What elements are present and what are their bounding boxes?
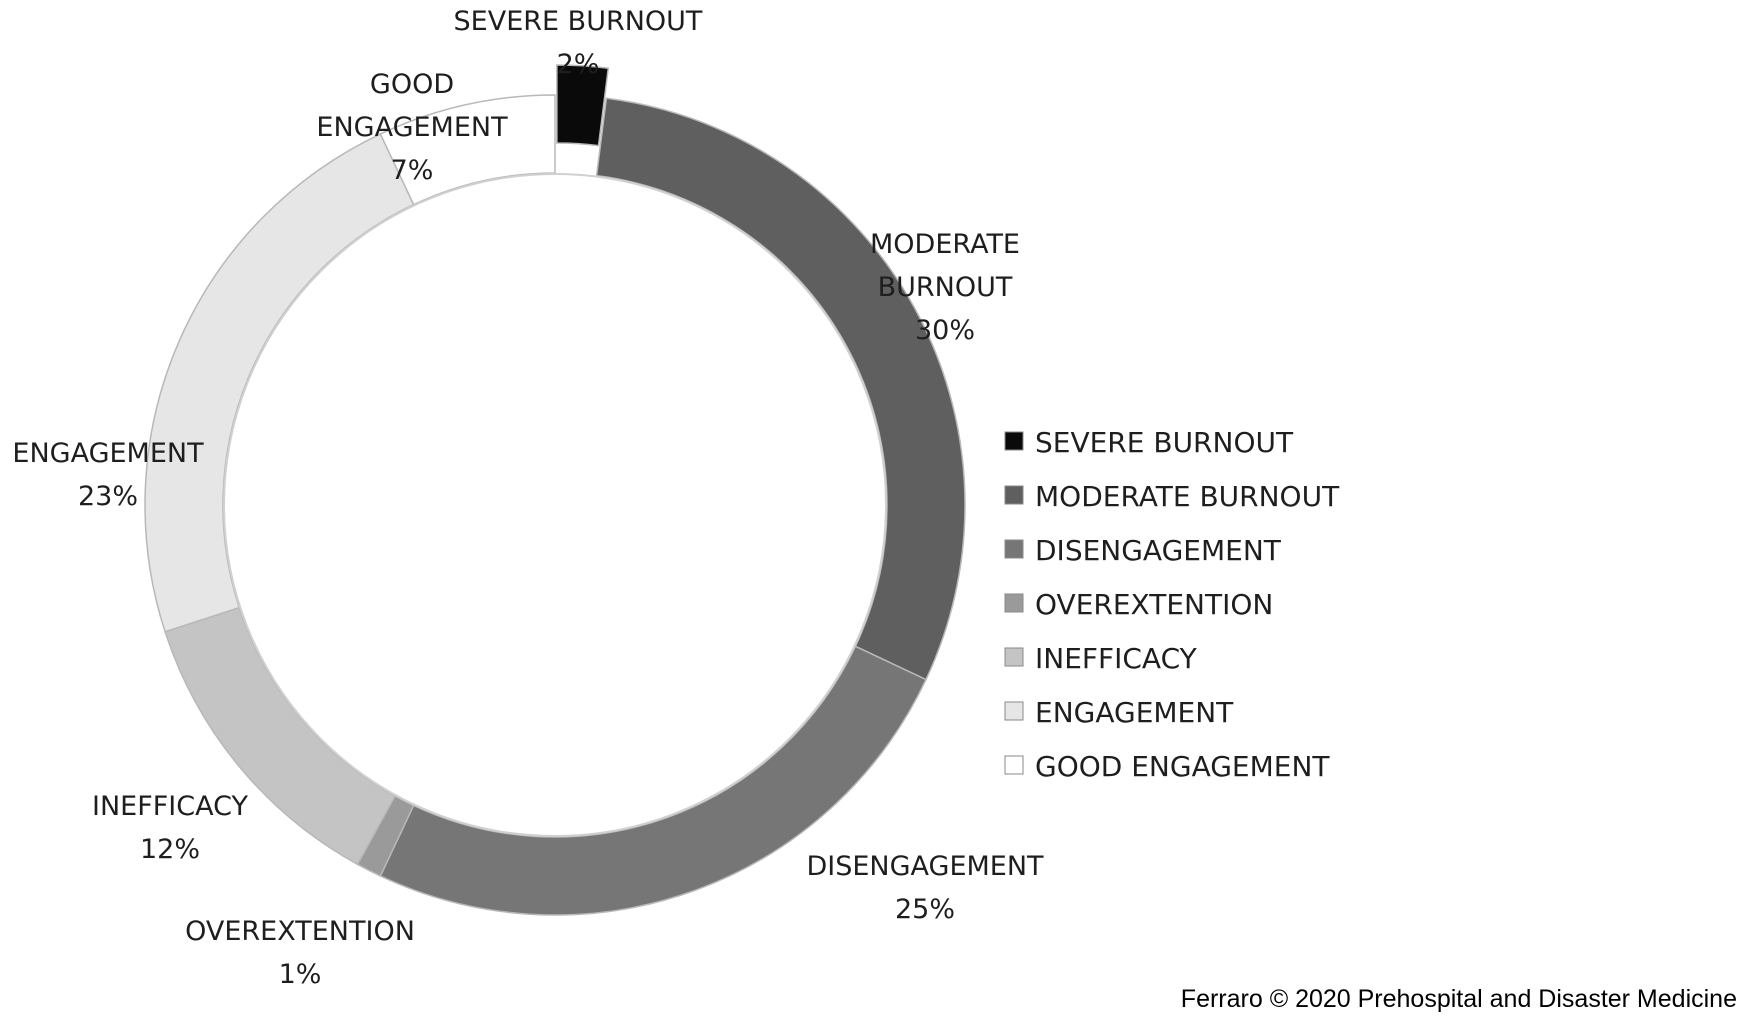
legend-label-inefficacy: INEFFICACY [1035,642,1198,675]
slice-engagement [144,133,415,633]
copyright-credit: Ferraro © 2020 Prehospital and Disaster … [1180,985,1737,1013]
legend-label-disengagement: DISENGAGEMENT [1035,534,1282,567]
data-label-moderate-burnout: MODERATE BURNOUT 30% [870,229,1020,346]
slice-inefficacy [164,606,397,866]
data-label-disengagement: DISENGAGEMENT 25% [806,851,1044,925]
inner-edge [223,173,887,837]
data-label-overextention: OVEREXTENTION 1% [185,916,415,990]
data-label-engagement: ENGAGEMENT 23% [12,438,204,512]
legend-swatch-overextention [1004,593,1024,613]
legend-label-severe-burnout: SEVERE BURNOUT [1035,426,1294,459]
legend-swatch-severe-burnout [1004,431,1024,451]
legend-swatch-engagement [1004,701,1024,721]
data-label-good-engagement: GOOD ENGAGEMENT 7% [316,69,508,186]
legend-label-good-engagement: GOOD ENGAGEMENT [1035,750,1330,783]
slice-severe-burnout [556,64,610,147]
chart-slices [144,64,966,916]
legend-swatch-moderate-burnout [1004,485,1024,505]
chart-legend: SEVERE BURNOUT MODERATE BURNOUT DISENGAGEM… [1004,426,1340,783]
slice-moderate-burnout [595,97,966,681]
legend-label-moderate-burnout: MODERATE BURNOUT [1035,480,1340,513]
data-label-inefficacy: INEFFICACY 12% [92,791,248,865]
chart-data-labels: SEVERE BURNOUT 2% MODERATE BURNOUT 30% DISENG… [12,6,1044,990]
legend-swatch-inefficacy [1004,647,1024,667]
legend-label-engagement: ENGAGEMENT [1035,696,1234,729]
legend-label-overextention: OVEREXTENTION [1035,588,1273,621]
legend-swatch-disengagement [1004,539,1024,559]
legend-swatch-good-engagement [1004,755,1024,775]
data-label-severe-burnout: SEVERE BURNOUT 2% [454,6,703,80]
